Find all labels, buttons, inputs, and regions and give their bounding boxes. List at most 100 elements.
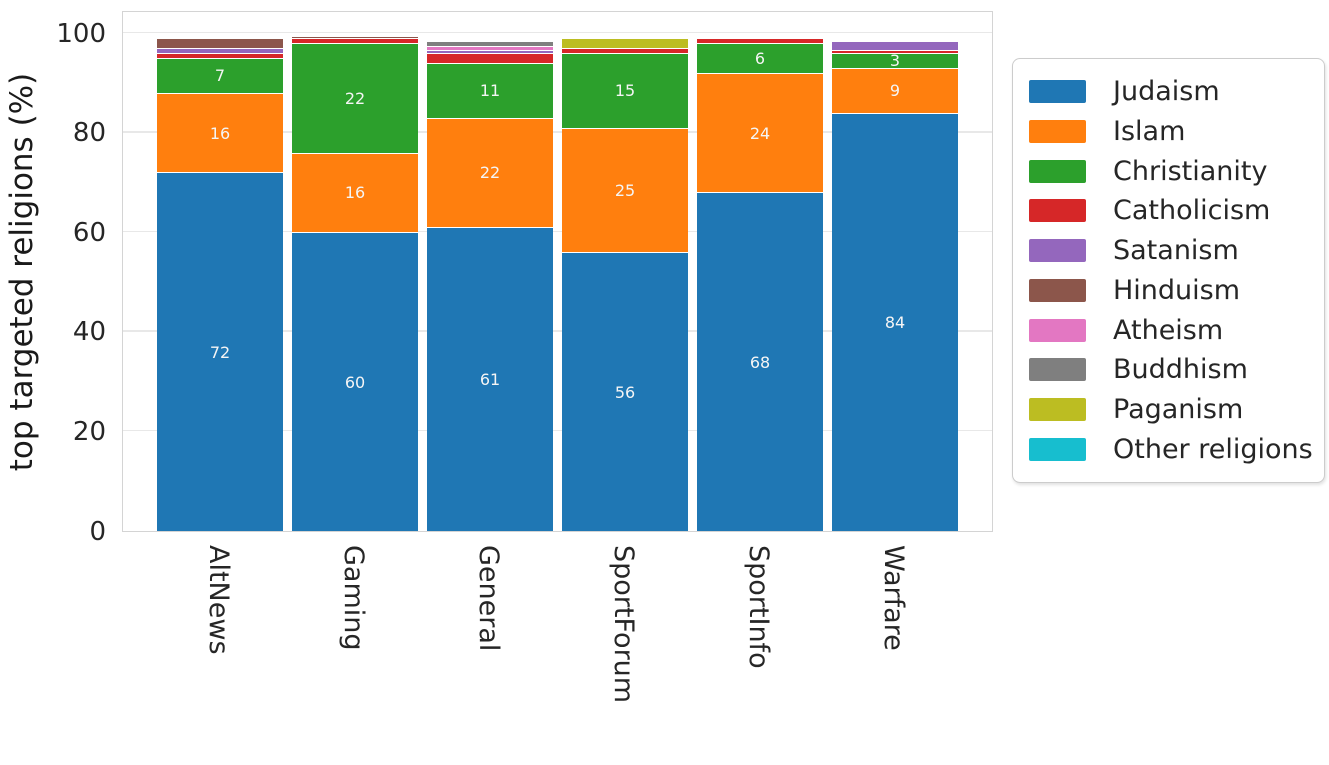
segment-warfare-christianity: 3 — [832, 51, 958, 71]
legend-item-hinduism: Hinduism — [1029, 271, 1308, 310]
bar-general: 61 22 11 — [427, 40, 553, 531]
legend-label-other-religions: Other religions — [1113, 433, 1313, 465]
x-tick-label-sportforum: SportForum — [608, 545, 639, 704]
gridline-80 — [123, 131, 992, 133]
legend-label-paganism: Paganism — [1113, 394, 1244, 426]
segment-gaming-judaism: 60 — [292, 232, 418, 531]
segment-value-label: 25 — [614, 180, 636, 200]
segment-value-label: 84 — [884, 312, 906, 332]
segment-general-judaism: 61 — [427, 227, 553, 531]
segment-altnews-hinduism — [157, 38, 283, 48]
segment-general-catholicism — [427, 52, 553, 63]
legend-swatch-christianity — [1029, 159, 1086, 183]
legend-item-islam: Islam — [1029, 112, 1308, 151]
segment-general-buddhism — [427, 40, 553, 46]
segment-value-label: 9 — [889, 81, 901, 101]
segment-value-label: 16 — [344, 183, 366, 203]
legend-item-christianity: Christianity — [1029, 152, 1308, 191]
x-tick-label-sportinfo: SportInfo — [743, 545, 774, 669]
segment-gaming-christianity: 22 — [292, 42, 418, 153]
segment-sportforum-paganism — [562, 38, 688, 48]
legend-label-satanism: Satanism — [1113, 235, 1239, 267]
segment-sportinfo-islam: 24 — [697, 72, 823, 193]
segment-altnews-catholicism — [157, 52, 283, 58]
legend-swatch-catholicism — [1029, 199, 1086, 223]
y-tick-label-60: 60 — [72, 217, 106, 248]
segment-value-label: 6 — [754, 48, 766, 68]
legend-swatch-hinduism — [1029, 278, 1086, 302]
legend-label-hinduism: Hinduism — [1113, 274, 1241, 306]
legend-item-paganism: Paganism — [1029, 390, 1308, 429]
segment-warfare-satanism — [832, 40, 958, 51]
legend-swatch-judaism — [1029, 80, 1086, 103]
segment-warfare-judaism: 84 — [832, 112, 958, 531]
segment-value-label: 56 — [614, 382, 636, 402]
bar-warfare: 84 9 3 — [832, 40, 958, 531]
legend-swatch-atheism — [1029, 318, 1086, 342]
segment-warfare-catholicism — [832, 50, 958, 53]
segment-gaming-hinduism — [292, 35, 418, 39]
segment-altnews-satanism — [157, 47, 283, 53]
legend-item-buddhism: Buddhism — [1029, 350, 1308, 389]
gridline-40 — [123, 330, 992, 332]
bar-gaming: 60 16 22 — [292, 35, 418, 531]
legend-swatch-buddhism — [1029, 358, 1086, 382]
legend-label-islam: Islam — [1113, 115, 1186, 147]
legend-swatch-satanism — [1029, 239, 1086, 263]
segment-gaming-catholicism — [292, 38, 418, 43]
plot-area: 72 16 7 60 16 22 61 22 11 56 25 15 68 24 6 84 9 3 — [122, 11, 993, 532]
x-tick-label-altnews: AltNews — [203, 545, 234, 655]
segment-altnews-judaism: 72 — [157, 172, 283, 531]
legend-label-buddhism: Buddhism — [1113, 354, 1248, 386]
y-tick-label-80: 80 — [72, 118, 106, 149]
segment-general-islam: 22 — [427, 117, 553, 228]
segment-sportforum-judaism: 56 — [562, 252, 688, 531]
segment-general-atheism — [427, 45, 553, 51]
legend-label-judaism: Judaism — [1113, 76, 1220, 107]
segment-value-label: 16 — [209, 123, 231, 143]
segment-sportforum-catholicism — [562, 47, 688, 53]
y-tick-label-20: 20 — [72, 416, 106, 447]
segment-value-label: 72 — [209, 342, 231, 362]
gridline-60 — [123, 230, 992, 233]
segment-gaming-islam: 16 — [292, 152, 418, 233]
segment-warfare-islam: 9 — [832, 67, 958, 113]
legend-swatch-islam — [1029, 119, 1086, 143]
segment-value-label: 61 — [479, 370, 501, 390]
y-tick-label-40: 40 — [72, 317, 106, 348]
segment-value-label: 7 — [214, 66, 226, 86]
x-tick-label-warfare: Warfare — [878, 545, 909, 651]
gridline-20 — [123, 429, 992, 432]
y-tick-label-100: 100 — [56, 18, 106, 49]
segment-value-label: 15 — [614, 81, 636, 101]
segment-value-label: 68 — [749, 352, 771, 372]
segment-altnews-islam: 16 — [157, 92, 283, 173]
segment-altnews-christianity: 7 — [157, 57, 283, 93]
segment-value-label: 60 — [344, 372, 366, 392]
legend-label-catholicism: Catholicism — [1113, 195, 1271, 227]
segment-sportinfo-christianity: 6 — [697, 42, 823, 73]
segment-value-label: 22 — [479, 163, 501, 183]
segment-general-satanism — [427, 50, 553, 53]
legend-item-satanism: Satanism — [1029, 231, 1308, 270]
legend-label-christianity: Christianity — [1113, 155, 1268, 187]
bar-sportinfo: 68 24 6 — [697, 38, 823, 531]
legend-swatch-other-religions — [1029, 437, 1086, 461]
segment-value-label: 22 — [344, 88, 366, 108]
segment-general-christianity: 11 — [427, 62, 553, 118]
segment-sportinfo-catholicism — [697, 38, 823, 43]
segment-value-label: 24 — [749, 123, 771, 143]
legend-item-judaism: Judaism — [1029, 72, 1308, 111]
segment-value-label: 3 — [889, 51, 901, 71]
bar-sportforum: 56 25 15 — [562, 38, 688, 531]
segment-sportinfo-judaism: 68 — [697, 192, 823, 531]
legend-item-catholicism: Catholicism — [1029, 191, 1308, 230]
bar-altnews: 72 16 7 — [157, 38, 283, 531]
segment-sportforum-islam: 25 — [562, 127, 688, 253]
segment-value-label: 11 — [479, 81, 501, 101]
segment-sportforum-christianity: 15 — [562, 52, 688, 128]
x-tick-label-general: General — [473, 545, 504, 652]
legend-item-atheism: Atheism — [1029, 311, 1308, 350]
gridline-100 — [123, 31, 992, 33]
